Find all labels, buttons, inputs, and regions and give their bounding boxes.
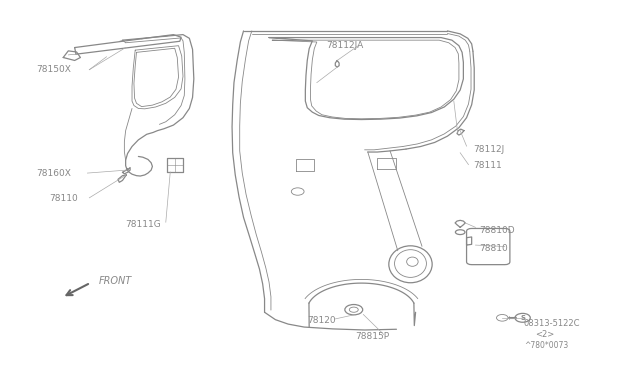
Text: 78111: 78111: [473, 161, 502, 170]
Text: 78810D: 78810D: [479, 226, 515, 235]
Text: 78815P: 78815P: [355, 332, 389, 341]
Text: 78111G: 78111G: [125, 220, 161, 229]
Text: 78112JA: 78112JA: [326, 41, 364, 50]
Text: 08313-5122C: 08313-5122C: [524, 319, 580, 328]
Text: ^780*0073: ^780*0073: [524, 341, 568, 350]
Text: 78120: 78120: [307, 316, 336, 325]
Text: 78112J: 78112J: [473, 145, 504, 154]
Text: 78810: 78810: [479, 244, 508, 253]
Text: 78160X: 78160X: [36, 169, 71, 177]
Text: <2>: <2>: [536, 330, 555, 339]
Text: 78110: 78110: [49, 195, 78, 203]
Text: FRONT: FRONT: [99, 276, 131, 286]
Text: S: S: [520, 315, 525, 321]
Text: 78150X: 78150X: [36, 65, 71, 74]
